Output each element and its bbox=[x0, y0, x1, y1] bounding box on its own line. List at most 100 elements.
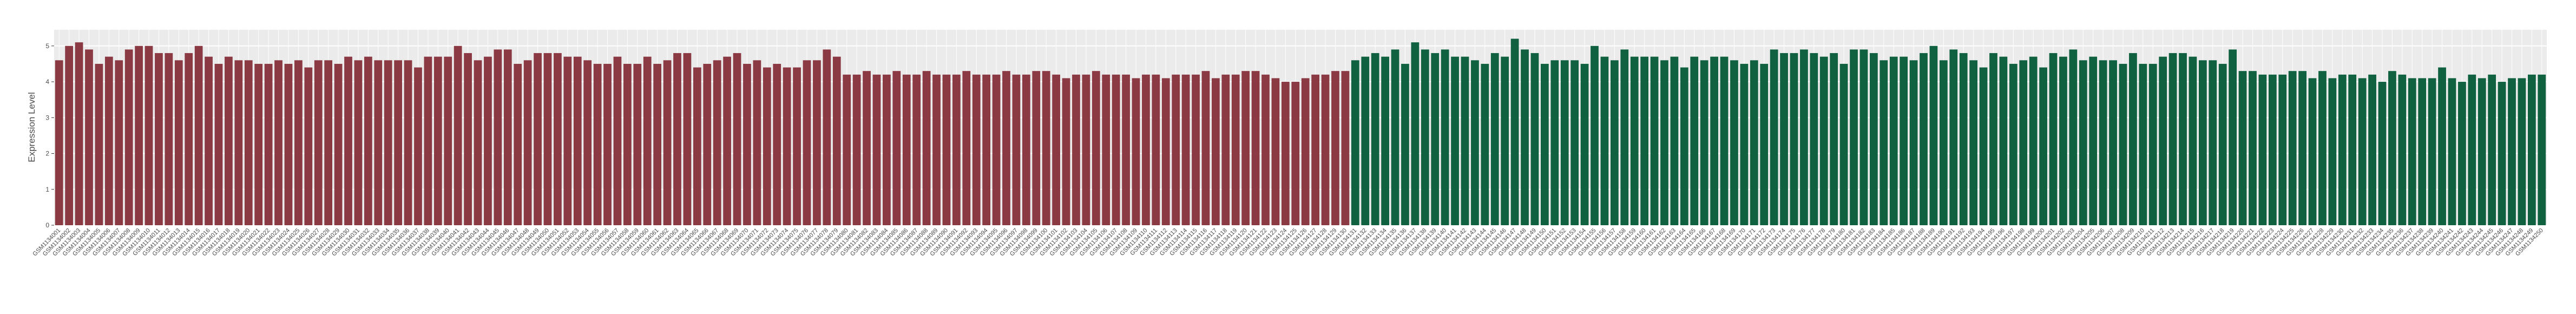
bar bbox=[1421, 49, 1429, 226]
bar bbox=[2019, 60, 2028, 226]
bar bbox=[554, 53, 562, 225]
bar bbox=[1461, 56, 1469, 226]
bar bbox=[1920, 53, 1928, 225]
bar bbox=[2179, 53, 2187, 225]
bar bbox=[1012, 74, 1021, 226]
bar bbox=[1391, 49, 1399, 226]
bar bbox=[2099, 60, 2107, 226]
bar bbox=[1850, 49, 1858, 226]
bar bbox=[1939, 60, 1948, 226]
bar bbox=[1900, 56, 1908, 226]
bar bbox=[75, 42, 83, 226]
bar bbox=[852, 74, 861, 226]
bar bbox=[1002, 71, 1010, 225]
bar bbox=[733, 53, 741, 225]
bar bbox=[1949, 49, 1958, 226]
bar bbox=[613, 56, 622, 226]
bar bbox=[1102, 74, 1110, 226]
bar bbox=[753, 60, 761, 226]
bar bbox=[394, 60, 402, 226]
bar bbox=[294, 60, 303, 226]
bar bbox=[1022, 74, 1030, 226]
bar bbox=[773, 63, 781, 225]
bar bbox=[185, 53, 193, 225]
bar bbox=[2538, 74, 2546, 226]
bar bbox=[1969, 60, 1977, 226]
bar bbox=[1311, 74, 1320, 226]
bar bbox=[883, 74, 891, 226]
bar bbox=[813, 60, 821, 226]
bar bbox=[1660, 60, 1668, 226]
bar bbox=[2368, 74, 2376, 226]
bar bbox=[1859, 49, 1868, 226]
bar bbox=[2308, 78, 2317, 226]
bar bbox=[1261, 74, 1270, 226]
bar bbox=[55, 60, 63, 226]
bar bbox=[115, 60, 123, 226]
y-tick-label: 2 bbox=[45, 150, 49, 158]
bar bbox=[274, 60, 282, 226]
bar bbox=[2229, 49, 2237, 226]
bar bbox=[534, 53, 542, 225]
bar bbox=[863, 71, 871, 225]
bar bbox=[514, 63, 522, 225]
bar bbox=[932, 74, 941, 226]
bar bbox=[843, 74, 851, 226]
bar bbox=[264, 63, 273, 225]
bar bbox=[763, 67, 771, 225]
bar bbox=[254, 63, 263, 225]
y-tick-label: 1 bbox=[45, 186, 49, 193]
bar bbox=[1172, 74, 1180, 226]
bar bbox=[225, 56, 233, 226]
y-tick-label: 4 bbox=[45, 78, 49, 86]
bar bbox=[1221, 74, 1230, 226]
bar bbox=[1201, 71, 1210, 225]
bar bbox=[663, 60, 672, 226]
bar bbox=[2268, 74, 2277, 226]
bar bbox=[1451, 56, 1459, 226]
bar bbox=[1700, 60, 1708, 226]
bar bbox=[1839, 63, 1848, 225]
bar bbox=[2438, 67, 2446, 225]
bar bbox=[1082, 74, 1090, 226]
bar bbox=[523, 60, 532, 226]
bar bbox=[902, 74, 911, 226]
bar bbox=[2148, 63, 2157, 225]
bar bbox=[1371, 53, 1379, 225]
bar bbox=[2338, 74, 2347, 226]
bar bbox=[1720, 56, 1729, 226]
bar bbox=[1291, 82, 1300, 225]
bar bbox=[2358, 78, 2367, 226]
bar bbox=[2348, 74, 2357, 226]
bar bbox=[1501, 56, 1509, 226]
bar bbox=[2159, 56, 2167, 226]
bar bbox=[1341, 71, 1350, 225]
bar bbox=[1331, 71, 1339, 225]
bar bbox=[2089, 56, 2098, 226]
bar bbox=[1909, 60, 1918, 226]
bar bbox=[205, 56, 213, 226]
bar bbox=[1251, 71, 1260, 225]
bar bbox=[2508, 78, 2516, 226]
bar bbox=[922, 71, 931, 225]
bar bbox=[563, 56, 572, 226]
bar bbox=[2398, 74, 2407, 226]
bar bbox=[284, 63, 293, 225]
bar bbox=[174, 60, 183, 226]
bar bbox=[1780, 53, 1788, 225]
bar bbox=[1122, 74, 1130, 226]
bar bbox=[384, 60, 392, 226]
bar bbox=[892, 71, 901, 225]
bar bbox=[1740, 63, 1749, 225]
bar bbox=[2168, 53, 2177, 225]
bar bbox=[1431, 53, 1440, 225]
bar bbox=[2049, 53, 2058, 225]
bar bbox=[1790, 53, 1798, 225]
bar bbox=[593, 63, 602, 225]
bar bbox=[1591, 45, 1599, 225]
bar bbox=[155, 53, 163, 225]
bar bbox=[1521, 49, 1529, 226]
bar bbox=[1979, 67, 1988, 225]
bar bbox=[1819, 56, 1828, 226]
bar bbox=[1112, 74, 1120, 226]
